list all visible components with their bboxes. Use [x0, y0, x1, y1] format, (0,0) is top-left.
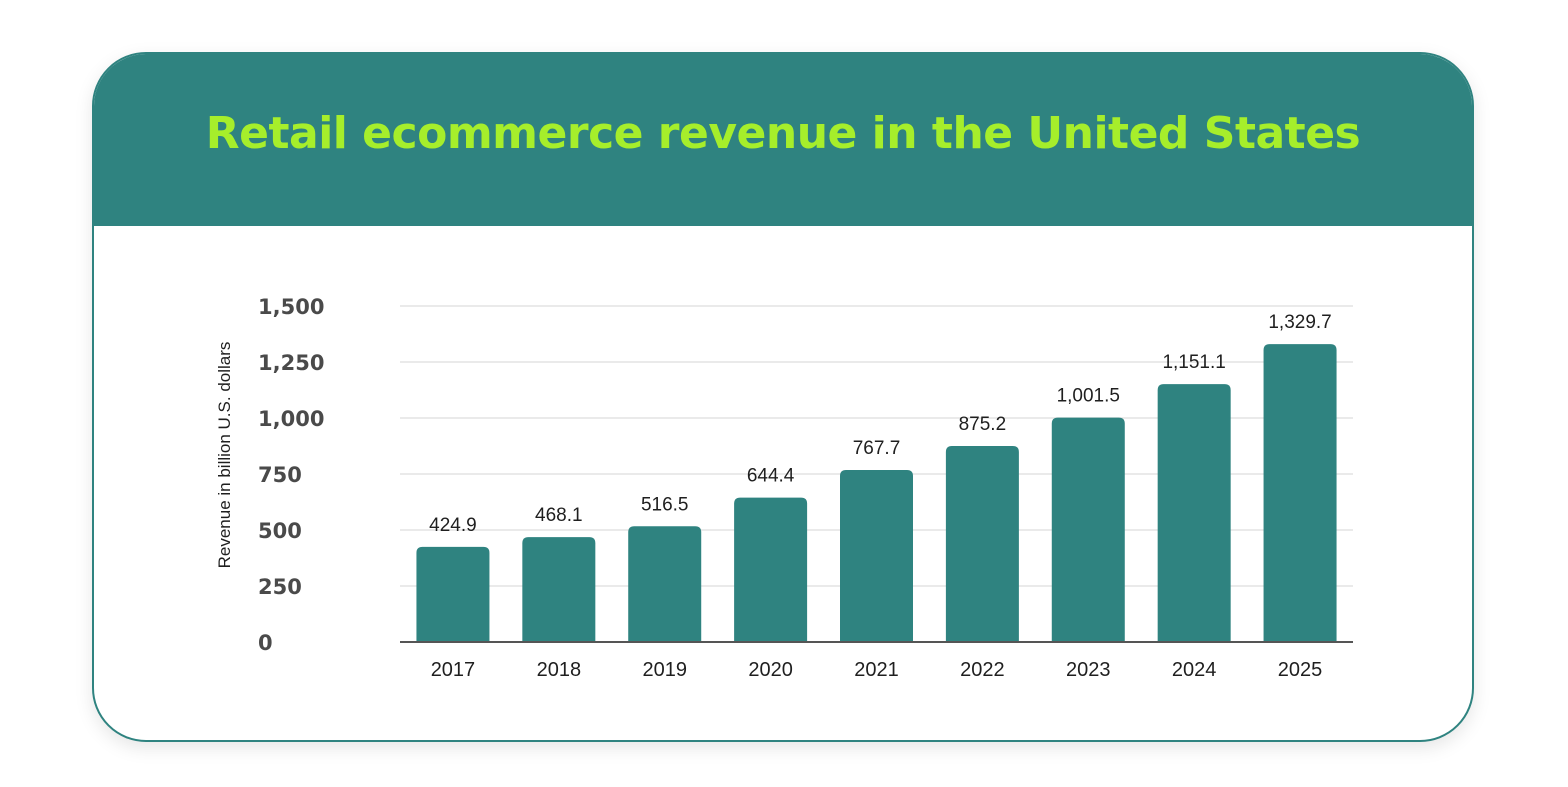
bar [1157, 384, 1231, 642]
x-tick-label: 2022 [960, 659, 1005, 681]
bar [1263, 344, 1337, 642]
bar [416, 546, 490, 642]
x-tick-label: 2021 [854, 659, 899, 681]
data-label: 1,151.1 [1162, 352, 1225, 373]
data-label: 516.5 [641, 494, 689, 515]
data-label: 875.2 [959, 414, 1007, 435]
y-axis-title: Revenue in billion U.S. dollars [215, 342, 234, 569]
data-label: 767.7 [853, 438, 901, 459]
data-label: 644.4 [747, 466, 795, 487]
bar [945, 445, 1019, 642]
y-tick-label: 500 [258, 519, 302, 543]
x-tick-label: 2025 [1278, 659, 1323, 681]
data-label: 424.9 [429, 515, 477, 536]
bar [734, 497, 808, 642]
chart-header: Retail ecommerce revenue in the United S… [94, 54, 1472, 226]
chart-title: Retail ecommerce revenue in the United S… [205, 108, 1361, 159]
x-tick-label: 2020 [748, 659, 793, 681]
y-tick-label: 1,250 [258, 351, 324, 375]
bar [522, 537, 596, 642]
x-tick-label: 2018 [537, 659, 582, 681]
bar [628, 526, 702, 642]
data-label: 1,329.7 [1268, 312, 1331, 333]
data-label: 1,001.5 [1057, 386, 1120, 407]
y-tick-label: 0 [258, 631, 273, 655]
bar [1051, 417, 1125, 642]
x-tick-label: 2023 [1066, 659, 1111, 681]
y-tick-label: 1,000 [258, 407, 324, 431]
bar [840, 470, 913, 642]
x-tick-label: 2024 [1172, 659, 1217, 681]
x-tick-label: 2019 [642, 659, 687, 681]
y-tick-label: 250 [258, 575, 302, 599]
y-tick-label: 1,500 [258, 295, 324, 319]
x-tick-label: 2017 [431, 659, 476, 681]
data-label: 468.1 [535, 505, 583, 526]
y-tick-label: 750 [258, 463, 302, 487]
